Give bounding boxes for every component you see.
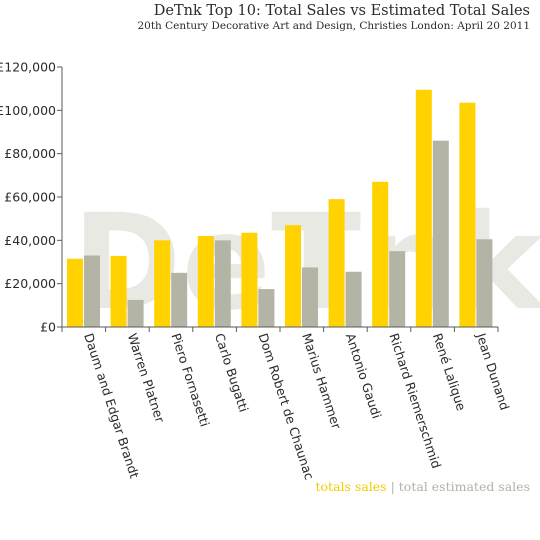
bar-estimate xyxy=(171,272,188,327)
category-label: René Lalique xyxy=(430,331,469,413)
bar-estimate xyxy=(84,255,100,327)
chart-header: DeTnk Top 10: Total Sales vs Estimated T… xyxy=(137,3,530,33)
legend-separator: | xyxy=(390,479,395,494)
bar-sales xyxy=(415,89,432,327)
category-label: Marius Hammer xyxy=(299,331,344,431)
y-tick-label: £60,000 xyxy=(4,190,56,205)
y-tick-label: £80,000 xyxy=(4,146,56,161)
legend-sales-label: totals sales xyxy=(315,479,387,494)
bar-estimate xyxy=(302,267,318,327)
bar-sales xyxy=(110,255,127,327)
y-tick-label: £40,000 xyxy=(4,233,56,248)
legend-estimate-label: total estimated sales xyxy=(398,479,530,494)
chart-subtitle: 20th Century Decorative Art and Design, … xyxy=(137,20,530,32)
category-label: Jean Dunand xyxy=(473,330,512,412)
axes-group xyxy=(57,66,499,332)
y-tick-label: £100,000 xyxy=(0,103,56,118)
bar-estimate xyxy=(432,140,449,327)
chart-title: DeTnk Top 10: Total Sales vs Estimated T… xyxy=(153,3,530,19)
bar-estimate xyxy=(258,289,275,327)
bar-sales xyxy=(154,240,171,327)
y-tick-label: £20,000 xyxy=(4,276,56,291)
y-tick-label: £120,000 xyxy=(0,60,56,75)
y-tick-label: £0 xyxy=(40,320,56,335)
bar-estimate xyxy=(214,240,231,327)
bar-sales xyxy=(459,102,476,327)
bar-sales xyxy=(67,258,83,327)
bar-estimate xyxy=(476,239,493,327)
category-label: Warren Platner xyxy=(125,331,168,425)
bar-sales xyxy=(328,199,345,327)
category-label: Piero Fornasetti xyxy=(168,331,212,428)
bar-sales xyxy=(372,181,389,327)
bar-estimate xyxy=(389,251,406,327)
bars-group xyxy=(67,89,493,327)
bar-sales xyxy=(285,225,301,327)
category-label: Antonio Gaudi xyxy=(343,331,385,420)
legend: totals sales | total estimated sales xyxy=(316,479,531,494)
bar-sales xyxy=(241,232,258,327)
bar-sales xyxy=(197,236,214,327)
bar-estimate xyxy=(127,299,144,327)
category-label: Carlo Bugatti xyxy=(212,331,252,414)
bar-estimate xyxy=(345,271,362,327)
